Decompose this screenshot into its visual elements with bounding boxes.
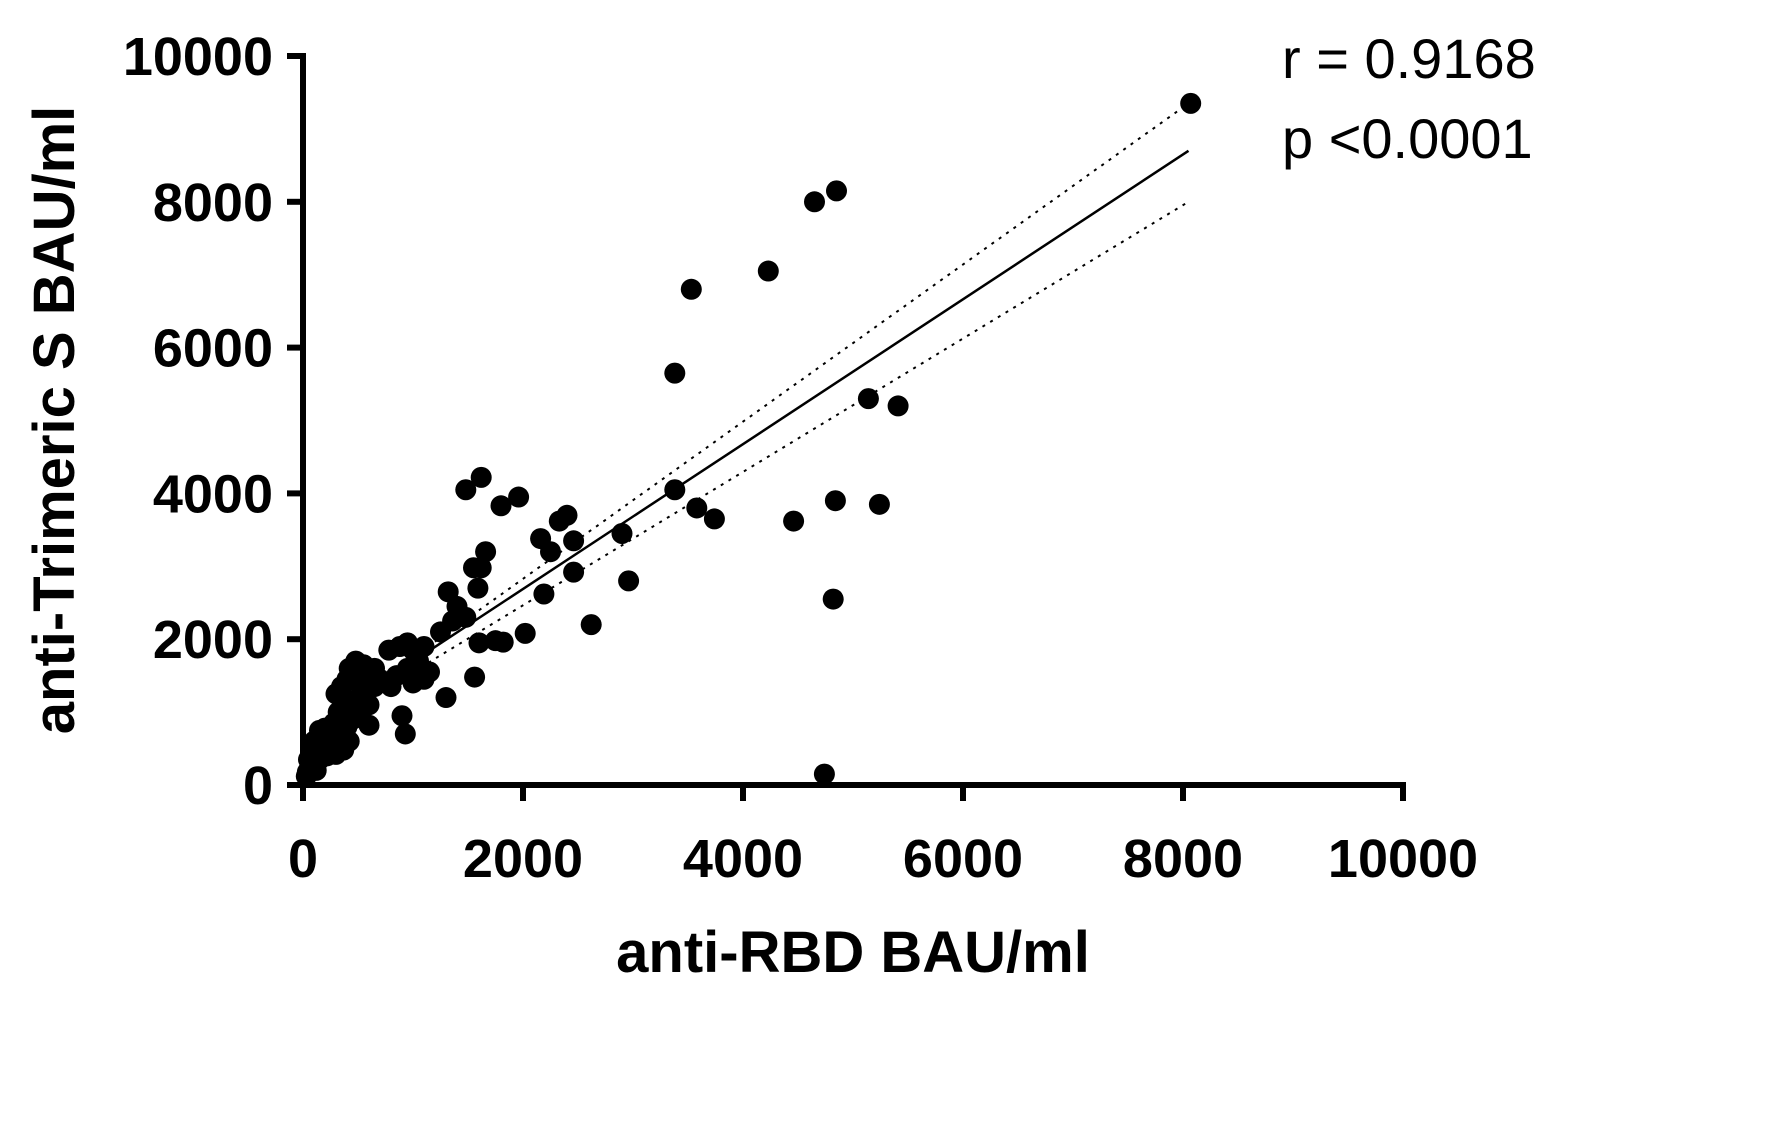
data-point-9: [686, 497, 708, 519]
y-tick-label-3: 6000: [153, 319, 273, 379]
plot-area: 0 2000 4000 6000 8000 10000 0 2000 4000 6000 8000 1…: [123, 27, 1478, 889]
data-point-2: [804, 191, 825, 213]
y-tick-label-4: 8000: [153, 173, 273, 233]
data-point-58: [394, 723, 416, 745]
data-point-33: [470, 557, 492, 579]
axis-ticks: 0 2000 4000 6000 8000 10000 0 2000 4000 6000 8000 1…: [123, 27, 1478, 889]
data-point-18: [508, 486, 530, 508]
x-tick-label-4: 8000: [1123, 829, 1243, 889]
data-point-16: [455, 479, 477, 501]
y-tick-label-5: 10000: [123, 27, 273, 87]
data-point-17: [470, 466, 492, 488]
ci-upper-line: [412, 102, 1190, 659]
confidence-bands: [412, 102, 1190, 673]
x-tick-label-3: 6000: [903, 829, 1023, 889]
data-point-14: [822, 588, 844, 610]
data-point-7: [887, 395, 909, 417]
data-point-11: [783, 510, 805, 532]
data-point-44: [435, 687, 457, 709]
y-tick-label-1: 2000: [153, 610, 273, 670]
data-point-1: [826, 180, 847, 202]
y-axis-title: anti-Trimeric S BAU/ml: [22, 106, 87, 734]
data-point-8: [664, 479, 686, 501]
data-point-0: [1180, 92, 1202, 114]
x-tick-label-0: 0: [288, 829, 318, 889]
data-point-29: [580, 614, 602, 636]
data-point-3: [757, 260, 779, 282]
data-point-28: [533, 583, 555, 605]
data-point-43: [464, 666, 486, 688]
data-point-40: [468, 632, 490, 654]
data-point-42: [492, 631, 514, 653]
data-point-99: [305, 759, 327, 781]
x-tick-label-1: 2000: [463, 829, 583, 889]
data-point-12: [824, 490, 846, 512]
data-point-4: [680, 278, 702, 300]
data-point-56: [413, 668, 435, 690]
y-tick-label-2: 4000: [153, 464, 273, 524]
data-point-6: [857, 388, 879, 410]
data-points: [295, 92, 1202, 787]
data-point-21: [556, 504, 578, 526]
data-point-39: [430, 621, 451, 643]
regression-line-group: [335, 149, 1190, 714]
data-point-25: [563, 561, 585, 583]
data-point-23: [540, 541, 561, 563]
data-point-13: [868, 493, 890, 515]
data-point-26: [611, 522, 633, 544]
correlation-r-label: r = 0.9168: [1282, 27, 1536, 90]
regression-line: [335, 149, 1190, 714]
ci-lower-line: [412, 200, 1190, 673]
data-point-34: [467, 577, 489, 599]
data-point-76: [358, 714, 380, 736]
data-point-49: [378, 639, 400, 661]
data-point-24: [563, 530, 585, 552]
x-tick-label-2: 4000: [683, 829, 803, 889]
x-axis-title: anti-RBD BAU/ml: [616, 920, 1090, 985]
data-point-27: [618, 570, 640, 592]
y-tick-label-0: 0: [243, 756, 273, 816]
data-point-101: [318, 739, 340, 761]
data-point-5: [664, 362, 686, 384]
data-point-10: [703, 508, 725, 530]
x-tick-label-5: 10000: [1328, 829, 1478, 889]
data-point-57: [391, 705, 413, 727]
data-point-19: [490, 495, 512, 517]
data-point-30: [514, 622, 536, 644]
data-point-15: [813, 763, 835, 785]
p-value-label: p <0.0001: [1282, 107, 1533, 170]
data-point-31: [475, 541, 497, 563]
